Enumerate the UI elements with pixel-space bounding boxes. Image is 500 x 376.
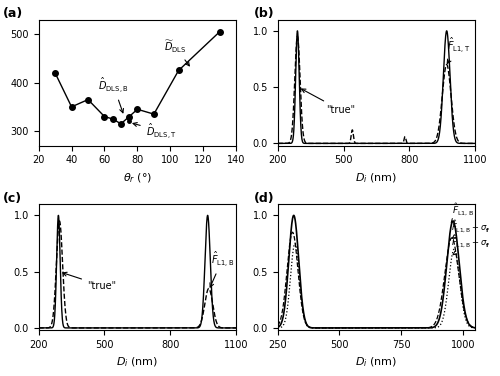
Text: $\hat{F}_{\mathrm{L1,B}}$: $\hat{F}_{\mathrm{L1,B}}$ xyxy=(451,201,474,223)
Text: $\hat{F}_{\mathrm{L1,B}}+\sigma_{\mathbf{f}}$: $\hat{F}_{\mathrm{L1,B}}+\sigma_{\mathbf… xyxy=(450,218,490,238)
Text: $\hat{D}_{\mathrm{DLS,T}}$: $\hat{D}_{\mathrm{DLS,T}}$ xyxy=(133,121,176,141)
Text: "true": "true" xyxy=(63,272,116,291)
Text: $\hat{F}_{\mathrm{L1,T}}$: $\hat{F}_{\mathrm{L1,T}}$ xyxy=(446,35,470,64)
Text: (a): (a) xyxy=(3,7,24,20)
X-axis label: $D_i$ (nm): $D_i$ (nm) xyxy=(356,171,398,185)
Text: (b): (b) xyxy=(254,7,274,20)
Text: $\hat{F}_{\mathrm{L1,B}}$: $\hat{F}_{\mathrm{L1,B}}$ xyxy=(210,249,234,287)
Text: "true": "true" xyxy=(302,89,355,115)
Text: $\widetilde{D}_{\mathrm{DLS}}$: $\widetilde{D}_{\mathrm{DLS}}$ xyxy=(164,38,190,66)
X-axis label: $\theta_r$ (°): $\theta_r$ (°) xyxy=(123,171,152,185)
Text: (d): (d) xyxy=(254,192,274,205)
Text: $\hat{F}_{\mathrm{L1,B}}-\sigma_{\mathbf{f}}$: $\hat{F}_{\mathrm{L1,B}}-\sigma_{\mathbf… xyxy=(451,233,490,255)
X-axis label: $D_i$ (nm): $D_i$ (nm) xyxy=(116,355,158,369)
X-axis label: $D_i$ (nm): $D_i$ (nm) xyxy=(356,355,398,369)
Text: (c): (c) xyxy=(3,192,22,205)
Text: $\hat{D}_{\mathrm{DLS,B}}$: $\hat{D}_{\mathrm{DLS,B}}$ xyxy=(98,75,128,113)
